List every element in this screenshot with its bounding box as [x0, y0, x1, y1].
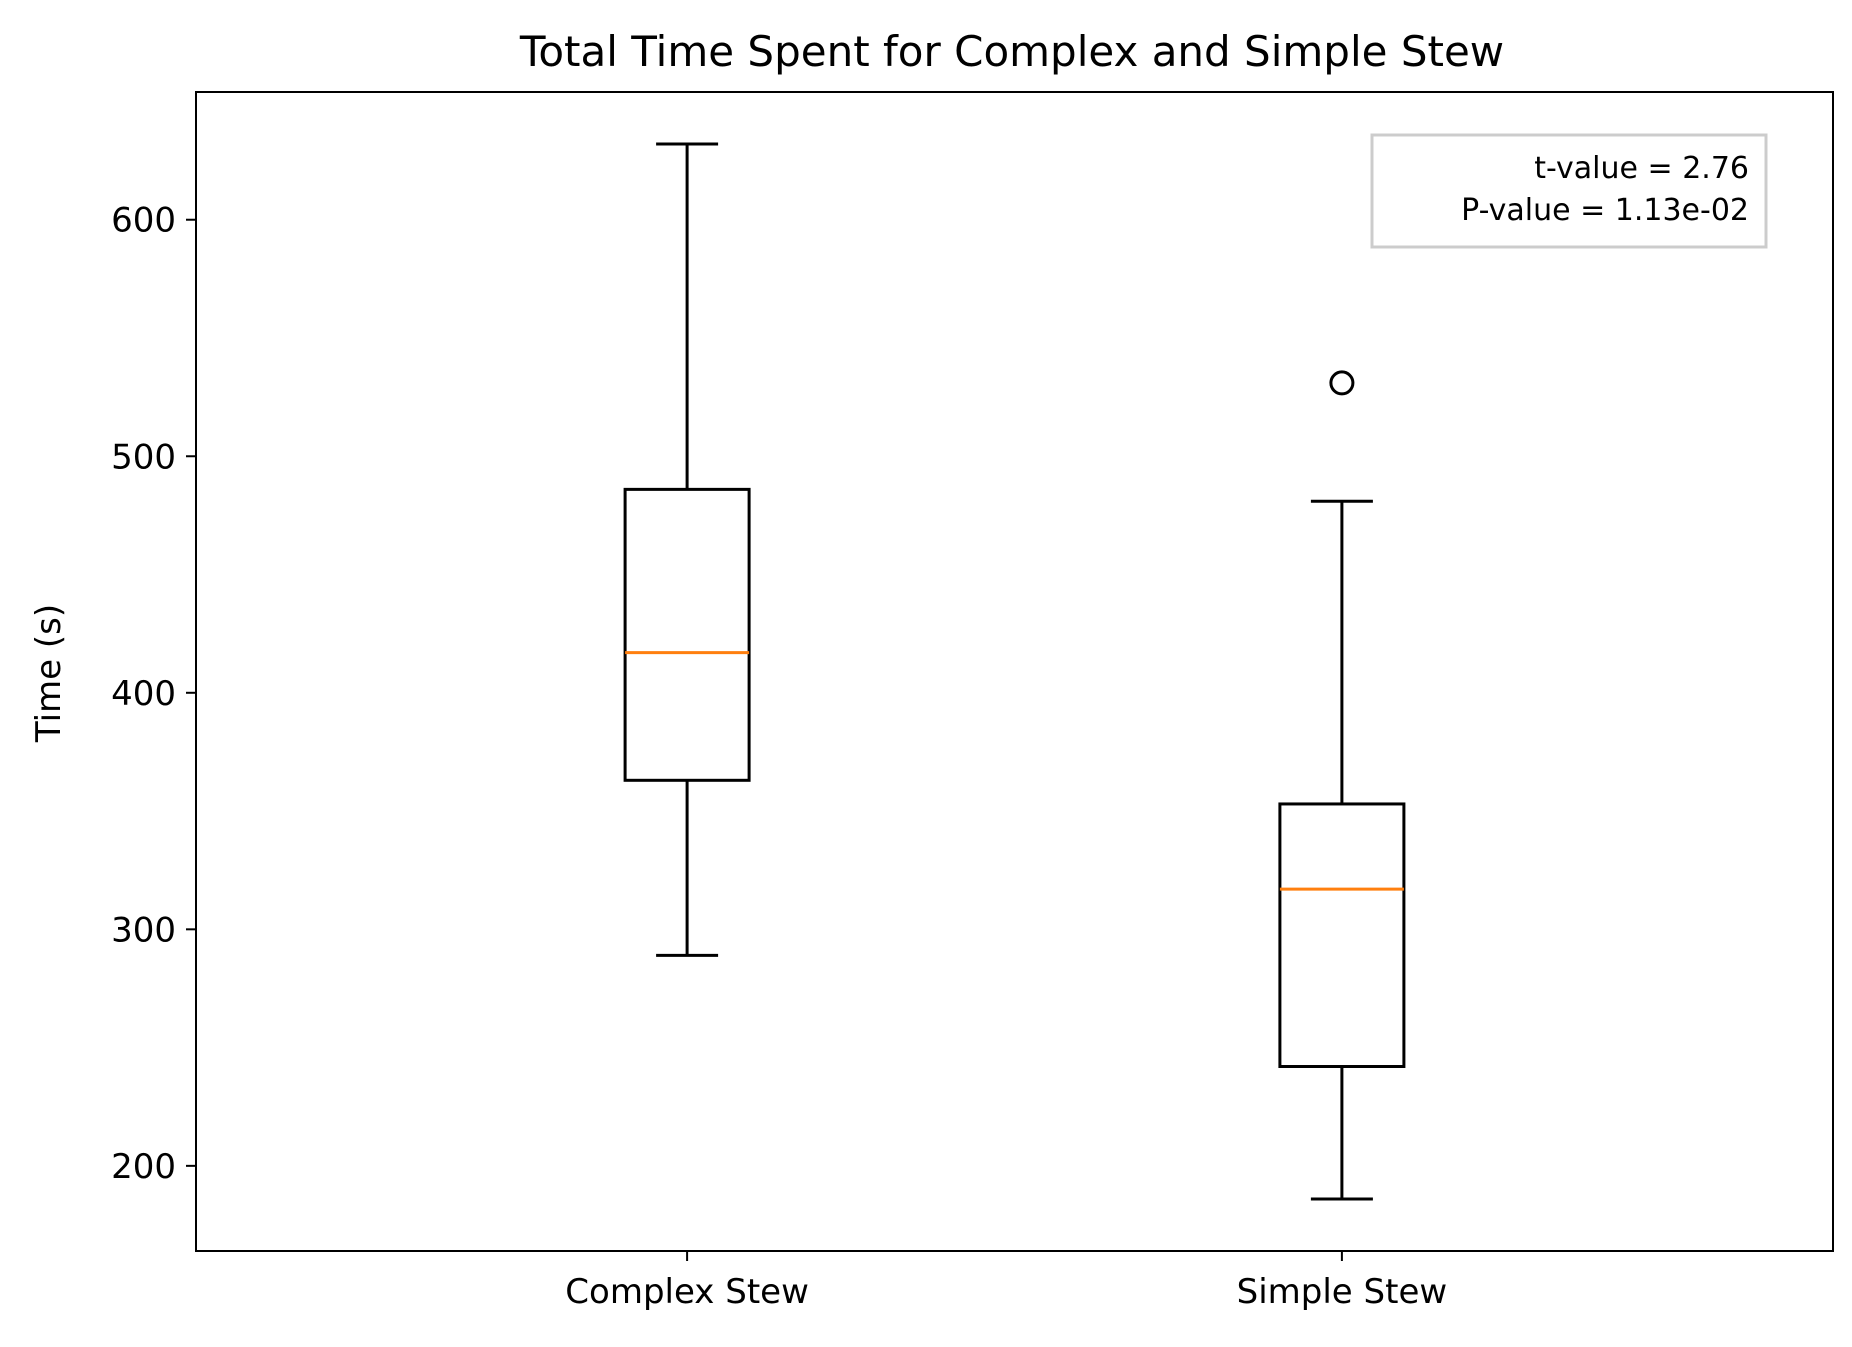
iqr-box — [1278, 802, 1406, 1069]
outlier-point — [1329, 370, 1355, 396]
y-tick-label: 400 — [111, 674, 176, 714]
y-tick-label: 200 — [111, 1147, 176, 1187]
x-tick-label: Complex Stew — [565, 1272, 809, 1312]
axes-frame — [195, 91, 1834, 1252]
plot-area: 200 300 400 500 600 Complex Stew Simple Stew — [111, 142, 1448, 1312]
y-axis-label: Time (s) — [29, 604, 69, 743]
iqr-box — [623, 487, 751, 782]
chart-title: Total Time Spent for Complex and Simple … — [519, 27, 1504, 76]
y-tick-label: 500 — [111, 437, 176, 477]
p-value-text: P-value = 1.13e-02 — [1461, 193, 1749, 228]
stats-box-frame — [1370, 133, 1768, 249]
y-tick-label: 300 — [111, 910, 176, 950]
stats-box: t-value = 2.76 P-value = 1.13e-02 — [1370, 133, 1768, 249]
t-value-text: t-value = 2.76 — [1534, 151, 1749, 186]
x-tick-label: Simple Stew — [1237, 1272, 1448, 1312]
y-tick-label: 600 — [111, 201, 176, 241]
